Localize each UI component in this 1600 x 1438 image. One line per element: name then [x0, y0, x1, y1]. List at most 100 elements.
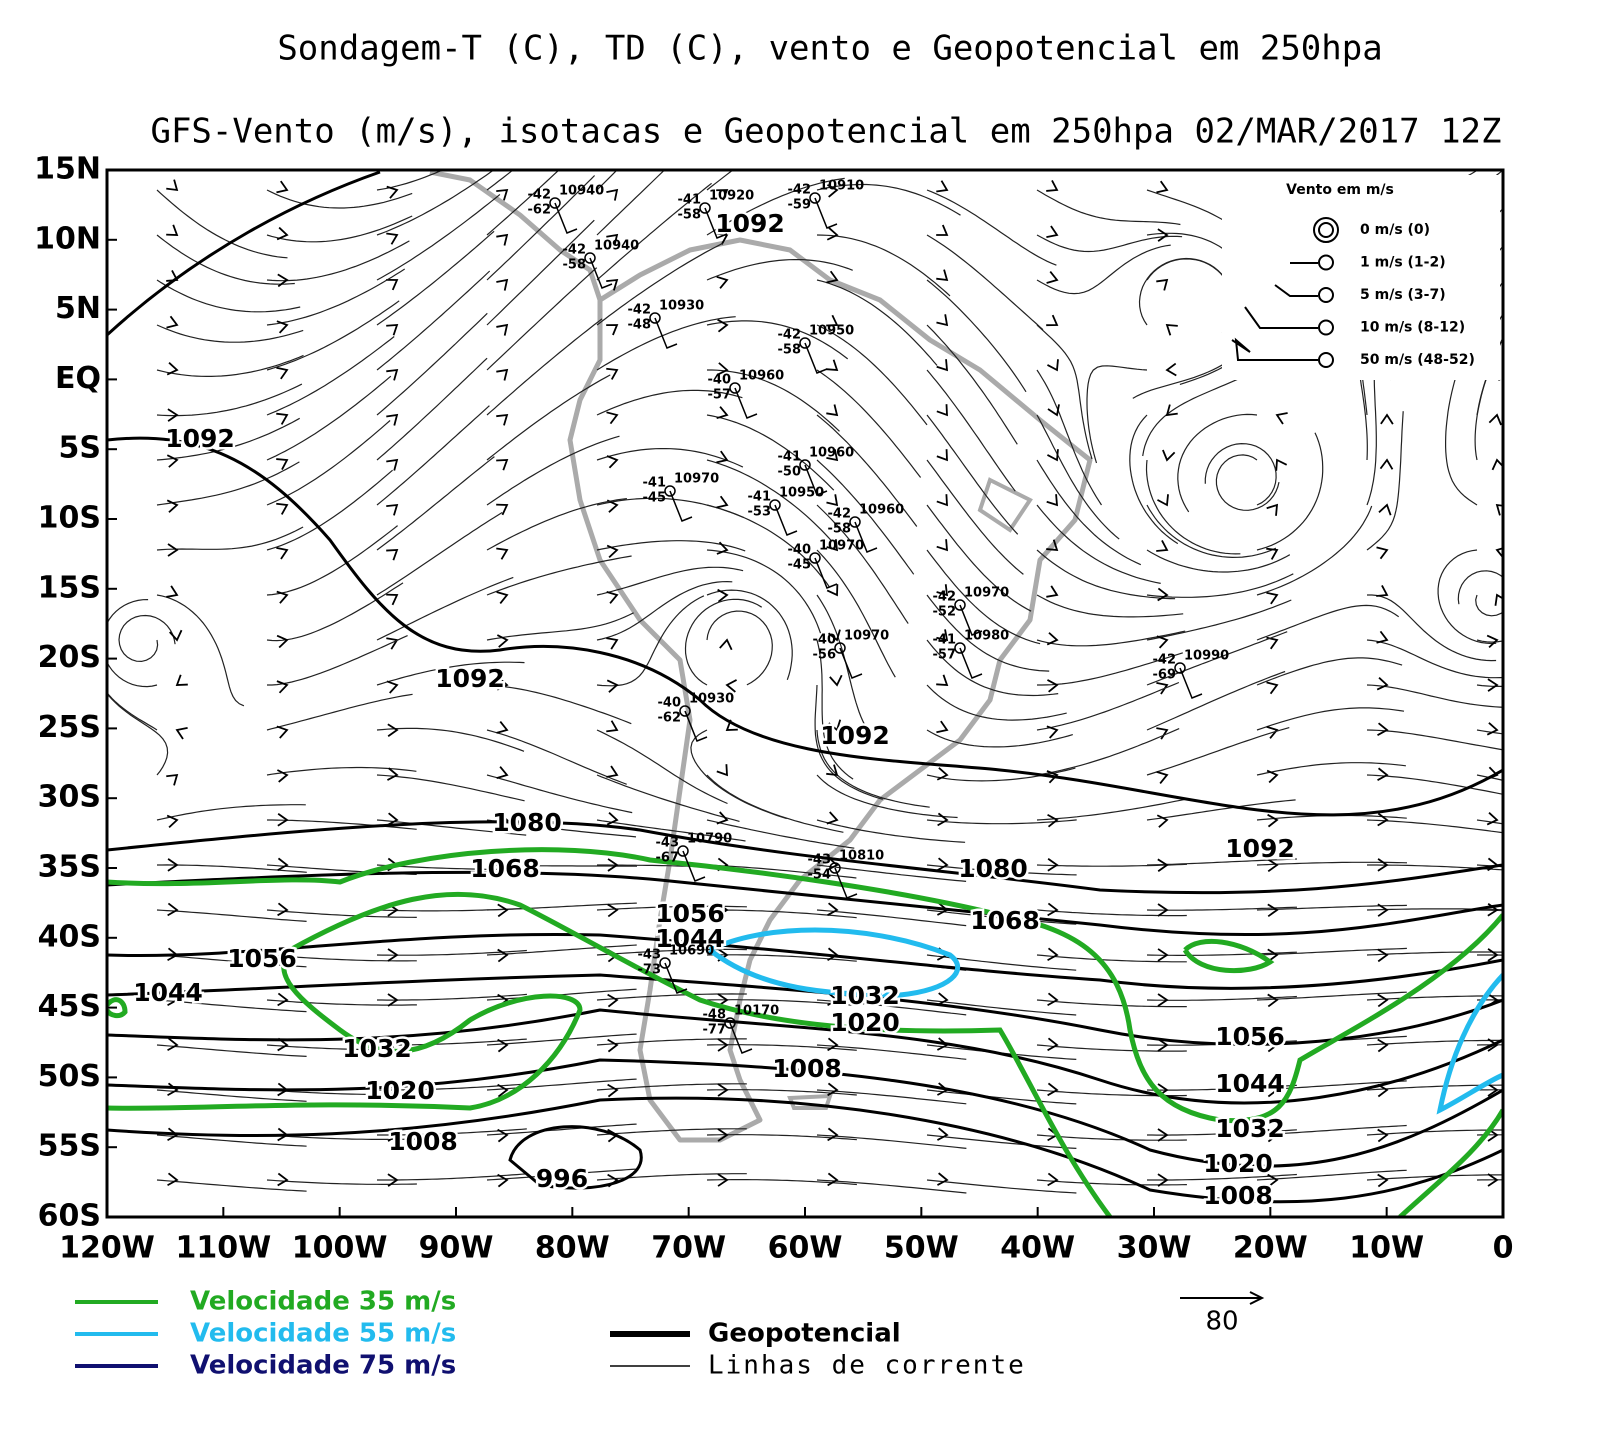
streamline [706, 170, 734, 191]
wind-arrow [1157, 1128, 1169, 1142]
station-circle [834, 642, 846, 654]
streamline [376, 405, 490, 506]
streamline [1036, 594, 1184, 618]
wind-legend-label: 0 m/s (0) [1360, 222, 1430, 238]
wind-arrow [1377, 903, 1389, 917]
wind-arrow [936, 494, 948, 507]
station: -43-73 10690 [638, 944, 714, 994]
station-height: 10940 [594, 239, 639, 254]
streamline [926, 279, 1027, 393]
wind-arrow [166, 269, 179, 282]
wind-arrow [276, 769, 289, 783]
contour-label: 1032 [1215, 1114, 1285, 1143]
wind-barb [814, 197, 838, 229]
contour-label: 1080 [958, 854, 1028, 883]
station-dewpoint: -67 [656, 851, 680, 866]
streamline [156, 526, 304, 551]
station-dewpoint: -59 [788, 198, 812, 213]
wind-arrow [1156, 635, 1169, 649]
wind-arrow [1157, 858, 1169, 873]
streamline [1036, 504, 1161, 584]
wind-arrow [1487, 1038, 1499, 1052]
wind-arrow [497, 1173, 509, 1188]
streamline [266, 954, 417, 962]
wind-arrow [496, 323, 509, 336]
streamline [1146, 573, 1294, 598]
streamline [816, 504, 909, 624]
lon-label: 70W [651, 1231, 726, 1266]
station-dewpoint: -58 [778, 343, 802, 358]
wind-arrow [386, 368, 399, 381]
station-circle [1318, 319, 1334, 336]
station-dewpoint: -53 [748, 505, 772, 520]
contour-label: 1056 [1215, 1022, 1285, 1051]
wind-arrow [1046, 270, 1059, 284]
wind-arrow [827, 992, 839, 1007]
streamline [486, 1078, 637, 1091]
lat-label: 50S [38, 1059, 101, 1094]
streamline [266, 582, 404, 642]
wind-arrow [497, 1038, 509, 1053]
wind-arrow [716, 232, 729, 245]
wind-arrow [1157, 948, 1169, 962]
wind-arrow [386, 503, 399, 516]
wind-arrow [276, 458, 289, 470]
contour-label: 1008 [1203, 1181, 1273, 1210]
station-temp: -40 [813, 633, 837, 648]
streamline [376, 774, 525, 802]
station-circle [659, 957, 671, 969]
station-height: 10920 [709, 189, 754, 204]
streamline [1366, 356, 1377, 506]
station-temp: -42 [778, 328, 802, 343]
streamline [1437, 549, 1497, 645]
station: -41-45 10970 [643, 472, 719, 522]
wind-arrow [1157, 228, 1169, 242]
streamline [1036, 549, 1176, 600]
lon-label: 40W [1000, 1231, 1075, 1266]
lon-label: 90W [419, 1231, 494, 1266]
wind-barb [834, 867, 858, 899]
lat-label: 35S [38, 850, 101, 885]
streamline [266, 336, 395, 416]
streamline [486, 219, 595, 326]
streamline [1146, 504, 1277, 559]
wind-arrow [936, 314, 949, 327]
wind-arrow [497, 948, 509, 963]
streamline [1146, 951, 1297, 956]
station-temp: -43 [808, 853, 832, 868]
wind-arrow [497, 858, 509, 872]
streamline [1146, 906, 1298, 911]
streamline [596, 566, 744, 596]
streamline [266, 525, 398, 596]
wind-arrow [936, 720, 949, 734]
contour-label: 1092 [165, 424, 235, 453]
wind-arrow [1266, 681, 1279, 695]
legend-label: Geopotencial [708, 1319, 901, 1349]
streamline [596, 580, 733, 641]
wind-arrow [166, 362, 179, 376]
wind-arrow [826, 539, 839, 552]
arrow [1180, 1291, 1265, 1305]
wind-arrow [826, 811, 839, 825]
streamline [1036, 798, 1186, 821]
legend-label: Velocidade 55 m/s [190, 1319, 456, 1349]
wind-arrow [1267, 858, 1279, 873]
streamline [816, 864, 967, 882]
wind-arrow [1377, 1173, 1389, 1188]
streamline [266, 240, 410, 282]
station-dewpoint: -69 [1153, 668, 1177, 683]
contour-label: 1068 [970, 906, 1040, 935]
station-temp: -48 [703, 1008, 727, 1023]
station-circle [1318, 254, 1334, 271]
streamline [486, 170, 560, 236]
streamline [926, 189, 1057, 266]
wind-arrow [937, 857, 949, 871]
streamline [816, 774, 958, 819]
wind-arrow [1376, 677, 1389, 691]
station-circle [954, 642, 966, 654]
wind-arrow [716, 541, 729, 555]
streamline [596, 1083, 747, 1091]
wind-arrow [1267, 993, 1279, 1008]
station-circle [1318, 352, 1334, 368]
station-dewpoint: -45 [643, 491, 667, 506]
